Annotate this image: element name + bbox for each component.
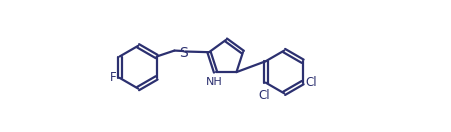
Text: NH: NH: [206, 77, 222, 87]
Text: Cl: Cl: [258, 89, 270, 102]
Text: S: S: [179, 46, 188, 60]
Text: F: F: [110, 71, 116, 84]
Text: Cl: Cl: [305, 76, 317, 89]
